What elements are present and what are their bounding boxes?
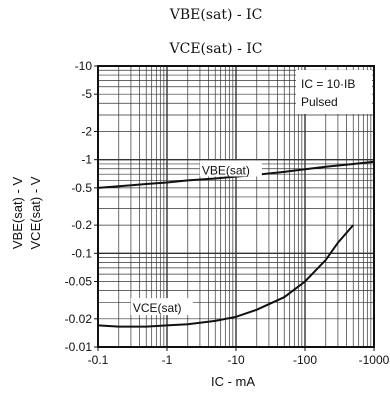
tick-labels: -10-5-2-1-0.5-0.2-0.1-0.05-0.02-0.01-0.1… xyxy=(65,59,390,367)
series-label-vce-sat: VCE(sat) xyxy=(133,301,182,315)
y-axis-label-vce: VCE(sat) - V xyxy=(28,176,43,249)
annotation-line-2: Pulsed xyxy=(301,95,338,109)
y-tick-label: -5 xyxy=(81,87,92,101)
grid xyxy=(98,66,374,347)
chart-title-line-2: VCE(sat) - IC xyxy=(169,41,263,57)
series-label-vbe-sat: VBE(sat) xyxy=(202,163,250,177)
series-layer: VBE(sat) VCE(sat) xyxy=(97,160,375,328)
y-tick-label: -0.5 xyxy=(71,181,92,195)
x-tick-label: -10 xyxy=(227,353,245,367)
annotation-line-1: IC = 10·IB xyxy=(301,77,355,91)
x-tick-label: -1 xyxy=(162,353,173,367)
annotation-box: IC = 10·IB Pulsed xyxy=(296,70,372,114)
y-tick-label: -1 xyxy=(81,153,92,167)
series-line-vce-sat xyxy=(97,224,354,328)
x-tick-label: -100 xyxy=(293,353,317,367)
y-tick-label: -0.02 xyxy=(65,312,93,326)
y-tick-label: -0.01 xyxy=(65,340,93,354)
y-axis-label-vbe: VBE(sat) - V xyxy=(10,177,25,250)
y-tick-label: -10 xyxy=(75,59,93,73)
x-tick-label: -0.1 xyxy=(88,353,109,367)
series-line-vbe-sat xyxy=(97,160,375,189)
x-axis-label: IC - mA xyxy=(211,374,255,389)
y-tick-label: -2 xyxy=(81,124,92,138)
plot-frame xyxy=(97,65,375,348)
x-tick-label: -1000 xyxy=(359,353,390,367)
chart-title-line-1: VBE(sat) - IC xyxy=(169,7,263,23)
y-tick-label: -0.05 xyxy=(65,275,93,289)
y-tick-label: -0.1 xyxy=(71,246,92,260)
y-tick-label: -0.2 xyxy=(71,218,92,232)
